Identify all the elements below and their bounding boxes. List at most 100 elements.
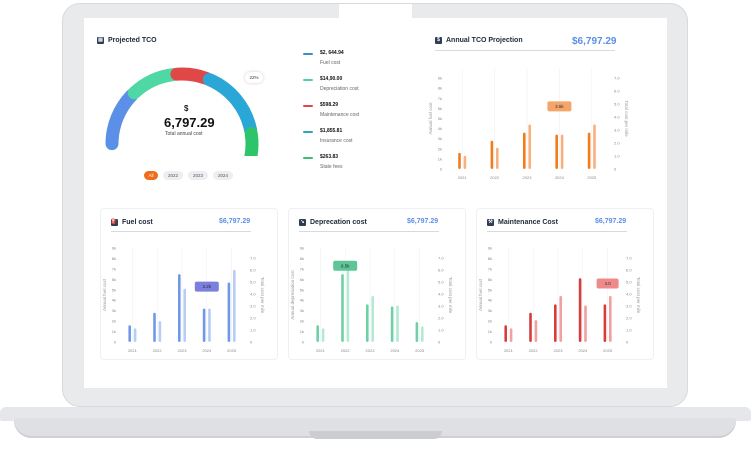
x-tick-label: 2024 xyxy=(555,175,565,180)
bar-2025-s2[interactable] xyxy=(609,296,612,342)
y2-tick-label: 0 xyxy=(626,340,629,345)
bar-2023-s2[interactable] xyxy=(183,288,186,342)
bar-2024-s2[interactable] xyxy=(560,134,564,169)
y-axis-title: Annual fuel cost xyxy=(478,278,483,311)
bar-2024-s1[interactable] xyxy=(555,134,558,169)
y2-tick-label: 2.0 xyxy=(438,316,444,321)
bar-2024-s1[interactable] xyxy=(202,308,206,342)
bar-2025-s1[interactable] xyxy=(415,322,419,342)
bar-2024-s2[interactable] xyxy=(396,305,399,342)
y-tick-label: 2k xyxy=(300,319,304,324)
bar-2024-s1[interactable] xyxy=(578,278,582,342)
y2-tick-label: 6.0 xyxy=(438,268,444,273)
year-filter-2024[interactable]: 2024 xyxy=(213,171,233,180)
y-tick-label: 5k xyxy=(112,287,116,292)
bar-2021-s1[interactable] xyxy=(128,325,131,342)
y-tick-label: 7k xyxy=(300,266,304,271)
bar-2022-s1[interactable] xyxy=(490,140,494,169)
chart-icon: ▤ xyxy=(97,37,104,44)
y2-tick-label: 7.0 xyxy=(250,256,256,261)
bar-2022-s2[interactable] xyxy=(158,321,162,342)
laptop-hinge xyxy=(309,431,442,439)
y2-tick-label: 2.0 xyxy=(250,316,256,321)
y-axis-title: Annual depreciation cost xyxy=(290,270,295,320)
year-filter-2022[interactable]: 2022 xyxy=(163,171,183,180)
bar-2024-s1[interactable] xyxy=(390,306,394,342)
legend-swatch-maintenance xyxy=(303,105,313,107)
currency-symbol: $ xyxy=(184,104,189,113)
bar-2021-s2[interactable] xyxy=(321,328,325,342)
y2-tick-label: 4.0 xyxy=(614,115,620,120)
bar-2021-s1[interactable] xyxy=(458,152,461,169)
legend-value-depreciation: $14,90.00 xyxy=(320,76,343,82)
y-tick-label: 1k xyxy=(488,329,492,334)
bar-2022-s2[interactable] xyxy=(496,147,499,169)
bar-2022-s1[interactable] xyxy=(529,312,532,342)
y2-tick-label: 6.0 xyxy=(614,89,620,94)
bar-2022-s2[interactable] xyxy=(534,320,538,342)
bar-2023-s1[interactable] xyxy=(554,304,557,342)
x-tick-label: 2021 xyxy=(316,348,326,353)
chart-tooltip: 3.2k xyxy=(194,281,219,292)
year-filter-all[interactable]: All xyxy=(144,171,158,180)
year-filter-2023[interactable]: 2023 xyxy=(188,171,208,180)
y2-tick-label: 1.0 xyxy=(626,328,632,333)
bar-2022-s1[interactable] xyxy=(341,274,344,342)
bar-2023-s2[interactable] xyxy=(559,296,562,342)
annual-tco-chart: 0 1k 2k 3k 4k 5k 6k 7k 8k 9k 0 1.0 2.0 3.0 4.0 5.0 6.0 7.… xyxy=(428,68,629,180)
legend-label-insurance: Insurance cost xyxy=(320,138,353,144)
bar-2021-s2[interactable] xyxy=(133,328,137,342)
maintenance-cost-value: $6,797.29 xyxy=(595,218,627,225)
fuel-cost-value: $6,797.29 xyxy=(219,218,251,225)
chart-tooltip: 4.0 xyxy=(596,278,619,289)
legend-label-maintenance: Maintenance cost xyxy=(320,112,360,118)
x-tick-label: 2021 xyxy=(504,348,514,353)
legend-value-insurance: $1,855.81 xyxy=(320,128,343,134)
bar-2025-s1[interactable] xyxy=(603,304,607,342)
y-tick-label: 9k xyxy=(488,246,492,251)
bar-2024-s2[interactable] xyxy=(208,308,211,342)
bar-2022-s1[interactable] xyxy=(153,312,156,342)
gauge-badge: 22% xyxy=(245,72,263,83)
bar-2021-s1[interactable] xyxy=(504,325,507,342)
tco-gauge xyxy=(105,67,259,156)
bar-2024-s2[interactable] xyxy=(584,305,587,342)
bar-2023-s1[interactable] xyxy=(178,274,181,342)
bar-2025-s2[interactable] xyxy=(233,269,236,342)
y2-tick-label: 3.0 xyxy=(626,304,632,309)
y-tick-label: 2k xyxy=(488,319,492,324)
y-tick-label: 3k xyxy=(438,136,442,141)
bar-2021-s2[interactable] xyxy=(463,155,467,169)
bar-2025-s1[interactable] xyxy=(587,132,591,169)
bar-2025-s2[interactable] xyxy=(421,326,424,342)
bar-2022-s2[interactable] xyxy=(346,268,350,342)
bar-2023-s1[interactable] xyxy=(523,132,526,169)
y-axis-title: Annual fuel cost xyxy=(102,278,107,311)
y-tick-label: 0 xyxy=(490,340,493,345)
gauge-segment-depreciation xyxy=(127,68,180,100)
x-tick-label: 2024 xyxy=(578,348,588,353)
bar-2023-s2[interactable] xyxy=(371,296,374,342)
bar-2025-s2[interactable] xyxy=(593,124,596,169)
y-tick-label: 9k xyxy=(300,246,304,251)
y2-tick-label: 4.0 xyxy=(438,292,444,297)
bar-2025-s1[interactable] xyxy=(227,282,231,342)
y-tick-label: 1k xyxy=(438,156,442,161)
bar-2021-s1[interactable] xyxy=(316,325,319,342)
y2-tick-label: 7.0 xyxy=(614,76,620,81)
y-tick-label: 1k xyxy=(300,329,304,334)
y-tick-label: 0 xyxy=(302,340,305,345)
y2-tick-label: 5.0 xyxy=(250,280,256,285)
annual-tco-title: $ Annual TCO Projection xyxy=(435,37,523,44)
bar-2023-s1[interactable] xyxy=(366,304,369,342)
y-tick-label: 0 xyxy=(114,340,117,345)
fuel-cost-chart: 0 1k 2k 3k 4k 5k 6k 7k 8k 9k 0 1.0 2.0 3.0 4.0 5.0 6.0 7.… xyxy=(102,246,265,354)
y2-axis-title: Total cost per mile xyxy=(260,277,265,314)
bar-2023-s2[interactable] xyxy=(528,124,531,169)
x-tick-label: 2025 xyxy=(227,348,237,353)
maintenance-cost-chart: 0 1k 2k 3k 4k 5k 6k 7k 8k 9k 0 1.0 2.0 3.0 4.0 5.0 6.0 7.… xyxy=(478,246,641,354)
y2-tick-label: 1.0 xyxy=(438,328,444,333)
depreciation-title-underline xyxy=(299,231,439,232)
y-axis-title: Annual fuel cost xyxy=(428,102,433,135)
bar-2021-s2[interactable] xyxy=(509,328,513,342)
